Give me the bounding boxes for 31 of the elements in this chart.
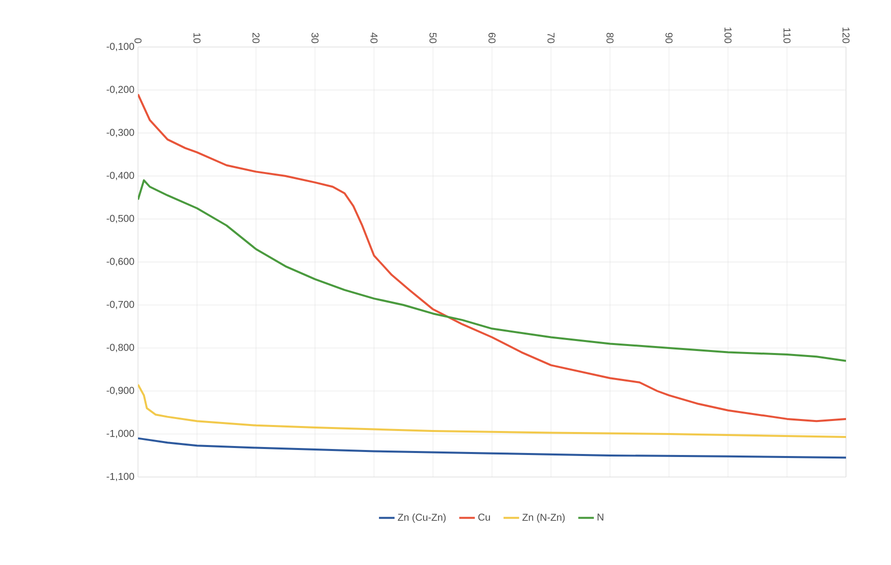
x-tick-label: 30 xyxy=(311,32,319,44)
y-tick-label: -0,100 xyxy=(106,42,134,52)
y-tick-label: -0,200 xyxy=(106,86,134,94)
y-tick-label: -0,800 xyxy=(106,344,134,352)
y-tick-label: -0,900 xyxy=(106,386,134,396)
line-series xyxy=(138,384,846,438)
legend-label: Zn (N-Zn) xyxy=(522,513,565,523)
line-series xyxy=(138,179,846,362)
legend-label: Cu xyxy=(478,514,490,521)
legend-label: N xyxy=(598,514,604,521)
x-tick-label: 80 xyxy=(606,32,614,44)
x-tick-label: 10 xyxy=(193,33,201,44)
x-tick-label: 120 xyxy=(842,28,850,44)
x-tick-label: 40 xyxy=(370,32,378,44)
x-tick-label: 60 xyxy=(488,32,496,44)
y-tick-label: -0,700 xyxy=(106,300,134,310)
y-tick-label: -1,000 xyxy=(106,430,134,438)
x-tick-label: 90 xyxy=(665,32,673,44)
x-tick-label: 20 xyxy=(252,32,260,44)
line-series xyxy=(138,437,846,459)
x-tick-label: 100 xyxy=(724,28,732,44)
y-tick-label: -0,500 xyxy=(106,214,134,224)
x-tick-label: 0 xyxy=(134,38,142,44)
y-tick-label: -0,300 xyxy=(106,128,134,138)
y-tick-label: -0,400 xyxy=(106,172,134,180)
x-tick-label: 50 xyxy=(429,32,437,44)
x-tick-label: 70 xyxy=(547,32,555,44)
y-tick-label: -0,600 xyxy=(106,258,134,266)
y-tick-label: -1,100 xyxy=(106,472,134,482)
x-tick-label: 110 xyxy=(783,28,791,44)
legend-label: Zn (Cu-Zn) xyxy=(398,513,446,523)
